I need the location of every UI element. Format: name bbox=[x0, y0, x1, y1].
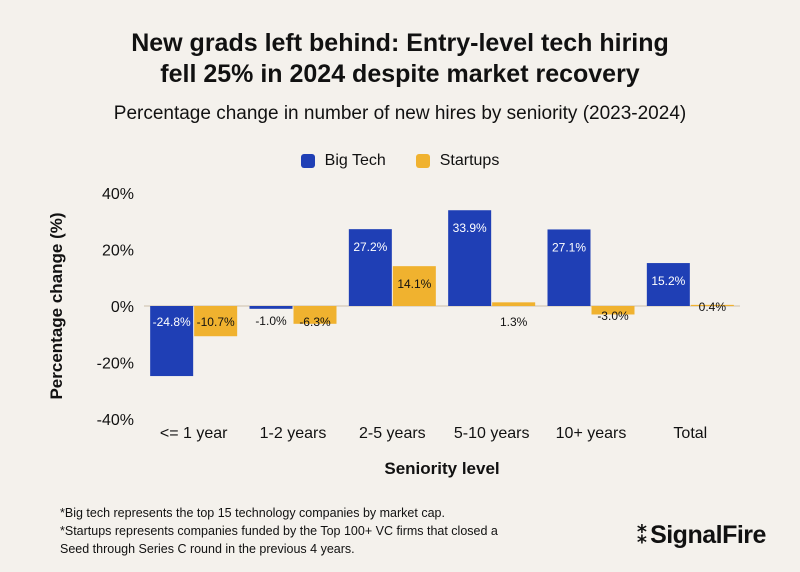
data-label-big-tech: 15.2% bbox=[651, 274, 685, 288]
chart-subtitle: Percentage change in number of new hires… bbox=[113, 103, 687, 124]
data-label-startups: 0.4% bbox=[699, 300, 727, 314]
y-tick-label: -40% bbox=[97, 412, 134, 429]
legend-item-startups: Startups bbox=[415, 152, 500, 170]
bar-big-tech bbox=[150, 306, 194, 377]
data-label-startups: -3.0% bbox=[597, 309, 629, 323]
bar-big-tech bbox=[448, 210, 492, 306]
data-label-startups: -10.7% bbox=[197, 315, 235, 329]
bar-startups bbox=[194, 306, 238, 337]
bar-chart: 40% 20% 0% -20% -40% Percentage change (%) Sen… bbox=[47, 186, 740, 478]
chart-legend: Big Tech Startups bbox=[0, 152, 800, 170]
x-tick-label: 1-2 years bbox=[260, 425, 327, 442]
signalfire-logo-icon: ⁑ bbox=[636, 522, 649, 549]
x-tick-label: Total bbox=[673, 425, 707, 442]
legend-swatch-startups bbox=[415, 154, 430, 168]
y-tick-label: -20% bbox=[97, 356, 134, 373]
legend-label-startups: Startups bbox=[439, 152, 500, 169]
x-tick-label: 2-5 years bbox=[359, 425, 426, 442]
y-tick-label: 40% bbox=[102, 186, 134, 203]
chart-title-line-2: fell 25% in 2024 despite market recovery bbox=[160, 60, 640, 88]
x-tick-label: 10+ years bbox=[556, 425, 627, 442]
y-tick-label: 0% bbox=[111, 299, 134, 316]
bar-startups bbox=[492, 302, 536, 306]
x-tick-label: 5-10 years bbox=[454, 425, 530, 442]
bar-startups bbox=[293, 306, 337, 324]
x-axis-label: Seniority level bbox=[384, 459, 499, 478]
bar-big-tech bbox=[249, 306, 293, 309]
data-label-startups: 14.1% bbox=[397, 277, 431, 291]
y-tick-label: 20% bbox=[102, 243, 134, 260]
signalfire-logo-text: SignalFire bbox=[650, 521, 766, 549]
footnote-line-2: *Startups represents companies funded by… bbox=[60, 524, 498, 538]
bar-big-tech bbox=[547, 229, 591, 306]
bar-big-tech bbox=[646, 263, 690, 306]
legend-label-big-tech: Big Tech bbox=[324, 152, 386, 169]
data-label-big-tech: 27.1% bbox=[552, 240, 586, 254]
data-label-startups: 1.3% bbox=[500, 315, 528, 329]
x-tick-label: <= 1 year bbox=[160, 425, 228, 442]
data-label-big-tech: -24.8% bbox=[153, 315, 191, 329]
data-label-big-tech: -1.0% bbox=[255, 314, 287, 328]
chart-title-line-1: New grads left behind: Entry-level tech … bbox=[131, 29, 669, 57]
footnote-line-1: *Big tech represents the top 15 technolo… bbox=[60, 506, 445, 520]
signalfire-logo: ⁑ SignalFire bbox=[636, 521, 766, 550]
chart-title: New grads left behind: Entry-level tech … bbox=[0, 28, 800, 90]
footnote: *Big tech represents the top 15 technolo… bbox=[60, 504, 498, 558]
data-label-startups: -6.3% bbox=[299, 315, 331, 329]
y-axis-label: Percentage change (%) bbox=[47, 212, 66, 399]
bar-startups bbox=[392, 266, 436, 306]
data-label-big-tech: 33.9% bbox=[453, 221, 487, 235]
bar-big-tech bbox=[348, 229, 392, 306]
bar-startups bbox=[690, 304, 734, 306]
legend-item-big-tech: Big Tech bbox=[300, 152, 386, 170]
data-label-big-tech: 27.2% bbox=[353, 240, 387, 254]
footnote-line-3: Seed through Series C round in the previ… bbox=[60, 542, 355, 556]
bar-startups bbox=[591, 306, 635, 315]
legend-swatch-big-tech bbox=[300, 154, 315, 168]
